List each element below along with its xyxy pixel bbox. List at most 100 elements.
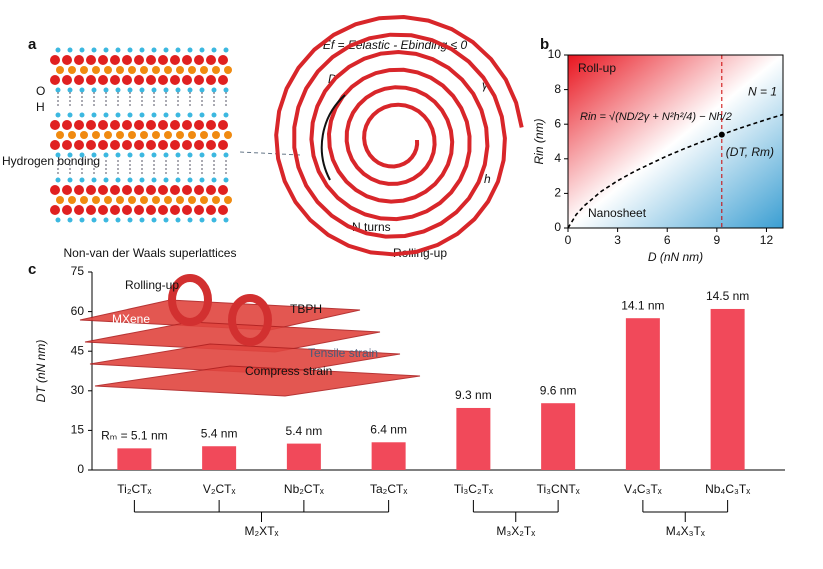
atom	[175, 177, 181, 183]
atom	[134, 185, 144, 195]
atom	[140, 66, 148, 74]
y-tick-label: 10	[548, 47, 562, 61]
atom	[175, 47, 181, 53]
roll	[228, 294, 272, 346]
atom	[103, 152, 109, 158]
atom	[134, 75, 144, 85]
atom	[98, 205, 108, 215]
atom	[62, 55, 72, 65]
atom	[122, 120, 132, 130]
atom	[218, 140, 228, 150]
atom	[211, 112, 217, 118]
atom	[182, 120, 192, 130]
atom	[194, 75, 204, 85]
atom	[62, 185, 72, 195]
atom	[194, 185, 204, 195]
atom	[188, 131, 196, 139]
atom	[188, 66, 196, 74]
arrow	[239, 151, 301, 156]
atom	[103, 177, 109, 183]
atom	[55, 112, 61, 118]
atom	[128, 131, 136, 139]
atom	[110, 140, 120, 150]
inset-label: Rolling-up	[125, 278, 179, 292]
atom	[158, 55, 168, 65]
atom	[86, 75, 96, 85]
bar-annotation: 5.4 nm	[286, 424, 323, 438]
bar	[625, 318, 660, 470]
atom	[211, 217, 217, 223]
atom	[199, 87, 205, 93]
atom	[139, 152, 145, 158]
atom	[67, 177, 73, 183]
atom	[206, 75, 216, 85]
atom	[199, 112, 205, 118]
atom	[175, 217, 181, 223]
bar-annotation: 14.5 nm	[706, 289, 749, 303]
atom	[56, 131, 64, 139]
region-label: Nanosheet	[588, 206, 647, 220]
bar	[456, 407, 491, 470]
panel-label: c	[28, 261, 36, 278]
atom	[182, 205, 192, 215]
atom	[146, 120, 156, 130]
atom	[163, 87, 169, 93]
atom	[206, 55, 216, 65]
atom	[56, 66, 64, 74]
atom	[50, 55, 60, 65]
atom	[139, 217, 145, 223]
atom	[127, 177, 133, 183]
atom	[194, 205, 204, 215]
y-tick-label: 4	[554, 151, 561, 165]
atom	[79, 217, 85, 223]
atom	[50, 140, 60, 150]
atom	[223, 217, 229, 223]
atom	[98, 55, 108, 65]
atom	[194, 140, 204, 150]
caption: Non-van der Waals superlattices	[64, 246, 237, 260]
atom	[187, 87, 193, 93]
atom	[158, 185, 168, 195]
atom	[110, 185, 120, 195]
atom	[175, 152, 181, 158]
atom	[67, 217, 73, 223]
atom	[62, 205, 72, 215]
atom	[127, 87, 133, 93]
atom	[74, 75, 84, 85]
atom	[55, 87, 61, 93]
atom	[199, 217, 205, 223]
atom	[182, 140, 192, 150]
atom	[86, 55, 96, 65]
bar-annotation: 5.4 nm	[201, 426, 238, 440]
panel-label: a	[28, 36, 37, 53]
atom	[146, 75, 156, 85]
atom	[158, 120, 168, 130]
atom	[139, 47, 145, 53]
atom	[110, 205, 120, 215]
atom	[104, 66, 112, 74]
atom	[50, 205, 60, 215]
atom	[103, 217, 109, 223]
atom	[146, 55, 156, 65]
atom	[86, 120, 96, 130]
atom	[200, 196, 208, 204]
atom	[134, 205, 144, 215]
atom	[187, 152, 193, 158]
atom	[116, 66, 124, 74]
atom	[74, 55, 84, 65]
atom	[187, 112, 193, 118]
gamma-label: γ	[482, 78, 489, 92]
atom	[122, 55, 132, 65]
atom	[103, 87, 109, 93]
x-tick-label: 12	[760, 233, 774, 247]
atom	[115, 152, 121, 158]
atom	[98, 120, 108, 130]
atom	[140, 196, 148, 204]
atom	[170, 55, 180, 65]
atom	[127, 217, 133, 223]
sheet	[94, 365, 421, 397]
atom	[62, 140, 72, 150]
atom	[79, 112, 85, 118]
h-label: h	[484, 172, 491, 186]
